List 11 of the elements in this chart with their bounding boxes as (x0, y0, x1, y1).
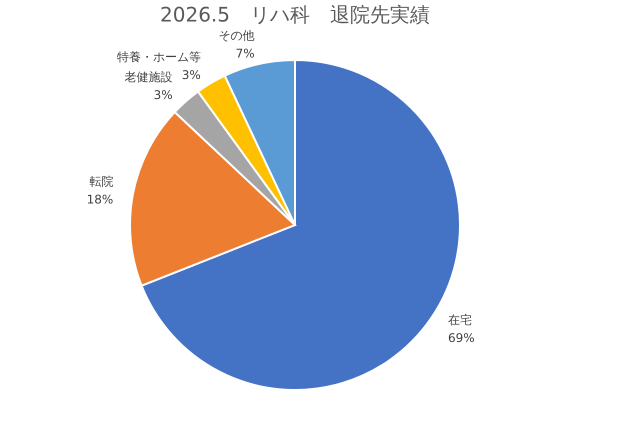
slice-label: 老健施設 (124, 70, 173, 84)
slice-label: 特養・ホーム等 (116, 50, 201, 64)
slice-label: 転院 (89, 174, 114, 188)
data-label: 69% (448, 330, 475, 345)
data-label: 3% (182, 68, 201, 82)
slice-label: その他 (218, 28, 255, 42)
slice-label: 在宅 (448, 312, 472, 327)
data-label: 18% (86, 192, 114, 206)
data-label: 3% (154, 88, 173, 102)
chart-title: 2026.5 リハ科 退院先実績 (160, 2, 430, 26)
data-label: 7% (236, 46, 255, 60)
